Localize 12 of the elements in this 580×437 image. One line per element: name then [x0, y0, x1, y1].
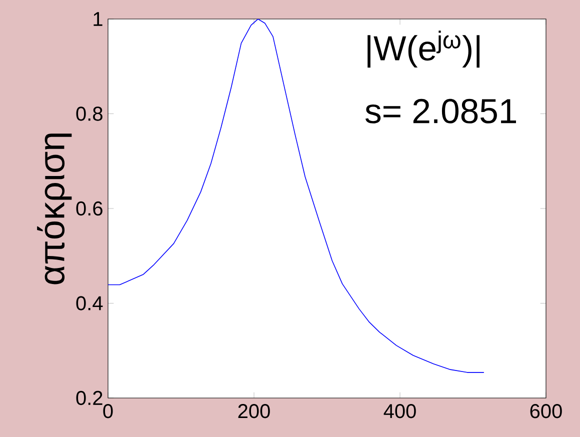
y-axis-title: απόκριση [37, 134, 72, 284]
annotation: |W(e$^{jω}$)| [368, 30, 480, 68]
y-tick-label: 1 [94, 12, 102, 26]
x-tick-label: 600 [530, 404, 562, 418]
y-tick-label: 0.8 [76, 106, 102, 121]
x-tick-label: 0 [103, 404, 113, 418]
y-tick-label: 0.6 [76, 201, 102, 216]
x-tick-label: 200 [238, 404, 270, 418]
x-tick-label: 400 [384, 404, 416, 418]
annotation: s= 2.0851 [365, 98, 516, 124]
y-tick-label: 0.4 [76, 296, 103, 310]
y-tick-label: 0.2 [76, 390, 102, 406]
